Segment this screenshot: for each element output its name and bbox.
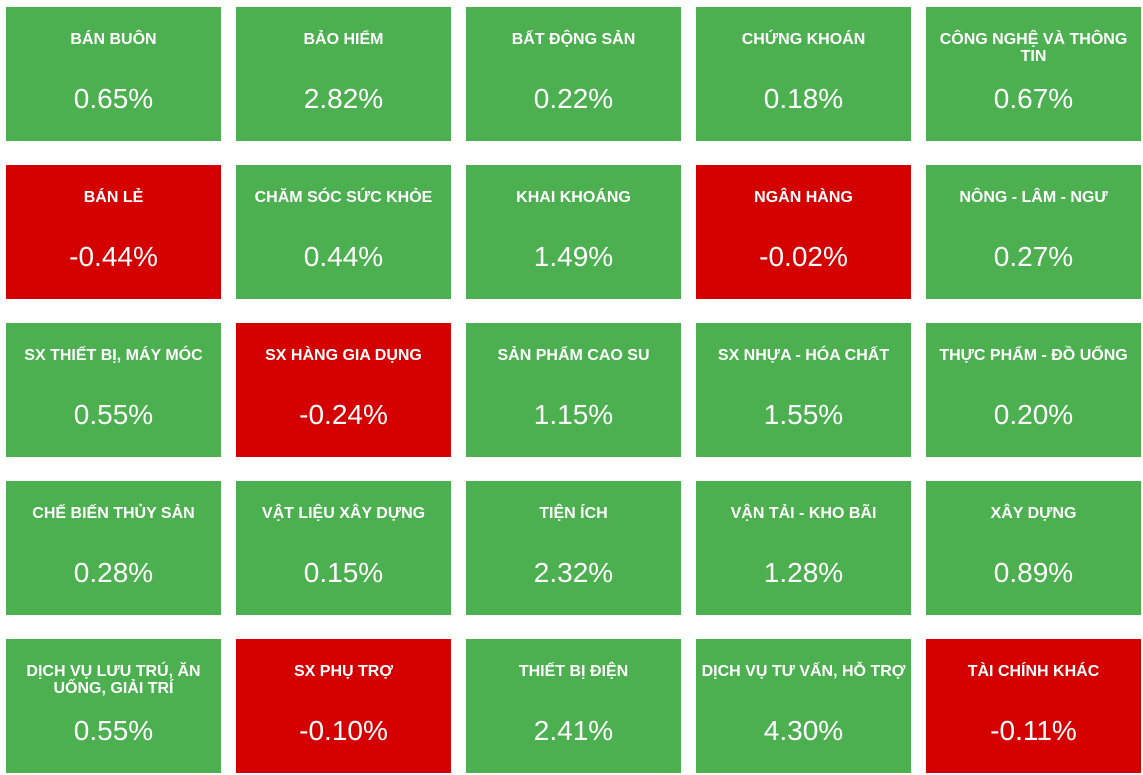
sector-change-value: -0.02% (759, 241, 848, 272)
sector-tile[interactable]: SX HÀNG GIA DỤNG -0.24% (236, 323, 451, 457)
sector-tile[interactable]: DỊCH VỤ LƯU TRÚ, ĂN UỐNG, GIẢI TRÍ 0.55% (6, 639, 221, 773)
sector-change-value: 2.32% (533, 557, 614, 588)
sector-tile[interactable]: DỊCH VỤ TƯ VẤN, HỖ TRỢ 4.30% (696, 639, 911, 773)
sector-tile[interactable]: THỰC PHẨM - ĐỒ UỐNG 0.20% (926, 323, 1141, 457)
sector-change-value: 0.55% (73, 399, 154, 430)
sector-tile[interactable]: CHẾ BIẾN THỦY SẢN 0.28% (6, 481, 221, 615)
sector-tile[interactable]: CÔNG NGHỆ VÀ THÔNG TIN 0.67% (926, 7, 1141, 141)
sector-change-value: 2.82% (303, 83, 384, 114)
sector-tile[interactable]: BÁN BUÔN 0.65% (6, 7, 221, 141)
sector-tile[interactable]: SẢN PHẨM CAO SU 1.15% (466, 323, 681, 457)
sector-tile[interactable]: BẢO HIỂM 2.82% (236, 7, 451, 141)
sector-tile[interactable]: CHỨNG KHOÁN 0.18% (696, 7, 911, 141)
sector-name: BẤT ĐỘNG SẢN (511, 31, 636, 48)
sector-name: TIỆN ÍCH (539, 505, 608, 522)
sector-tile[interactable]: VẬT LIỆU XÂY DỰNG 0.15% (236, 481, 451, 615)
sector-change-value: 0.15% (303, 557, 384, 588)
sector-name: SX HÀNG GIA DỤNG (265, 347, 422, 364)
sector-tile[interactable]: BÁN LẺ -0.44% (6, 165, 221, 299)
sector-change-value: 0.44% (303, 241, 384, 272)
sector-name: CHĂM SÓC SỨC KHỎE (254, 189, 433, 206)
sector-change-value: 1.15% (533, 399, 614, 430)
sector-change-value: 2.41% (533, 715, 614, 746)
sector-name: KHAI KHOÁNG (516, 189, 631, 206)
sector-name: SẢN PHẨM CAO SU (497, 347, 650, 364)
sector-change-value: 4.30% (763, 715, 844, 746)
sector-tile[interactable]: THIẾT BỊ ĐIỆN 2.41% (466, 639, 681, 773)
sector-tile[interactable]: SX PHỤ TRỢ -0.10% (236, 639, 451, 773)
sector-name: DỊCH VỤ TƯ VẤN, HỖ TRỢ (701, 663, 906, 680)
sector-name: XÂY DỰNG (990, 505, 1077, 522)
sector-tile[interactable]: NGÂN HÀNG -0.02% (696, 165, 911, 299)
sector-change-value: -0.24% (299, 399, 388, 430)
sector-name: TÀI CHÍNH KHÁC (967, 663, 1100, 680)
sector-tile[interactable]: SX NHỰA - HÓA CHẤT 1.55% (696, 323, 911, 457)
sector-change-value: 0.65% (73, 83, 154, 114)
sector-change-value: 0.55% (73, 715, 154, 746)
sector-name: THIẾT BỊ ĐIỆN (518, 663, 629, 680)
sector-name: DỊCH VỤ LƯU TRÚ, ĂN UỐNG, GIẢI TRÍ (26, 663, 201, 697)
sector-name: THỰC PHẨM - ĐỒ UỐNG (939, 347, 1128, 364)
sector-name: CHỨNG KHOÁN (741, 31, 866, 48)
sector-tile[interactable]: NÔNG - LÂM - NGƯ 0.27% (926, 165, 1141, 299)
sector-tile[interactable]: CHĂM SÓC SỨC KHỎE 0.44% (236, 165, 451, 299)
sector-name: SX PHỤ TRỢ (294, 663, 393, 680)
sector-name: SX NHỰA - HÓA CHẤT (717, 347, 890, 364)
sector-name: NÔNG - LÂM - NGƯ (959, 189, 1108, 206)
sector-name: CÔNG NGHỆ VÀ THÔNG TIN (939, 31, 1128, 65)
sector-change-value: 0.28% (73, 557, 154, 588)
sector-change-value: 0.67% (993, 83, 1074, 114)
sector-tile[interactable]: BẤT ĐỘNG SẢN 0.22% (466, 7, 681, 141)
sector-tile[interactable]: VẬN TẢI - KHO BÃI 1.28% (696, 481, 911, 615)
sector-name: SX THIẾT BỊ, MÁY MÓC (24, 347, 203, 364)
sector-change-value: -0.44% (69, 241, 158, 272)
sector-change-value: 1.49% (533, 241, 614, 272)
sector-tile[interactable]: TÀI CHÍNH KHÁC -0.11% (926, 639, 1141, 773)
sector-change-value: 0.89% (993, 557, 1074, 588)
sector-name: NGÂN HÀNG (754, 189, 853, 206)
sector-name: BÁN BUÔN (70, 31, 157, 48)
sector-change-value: 0.20% (993, 399, 1074, 430)
sector-change-value: -0.11% (990, 715, 1077, 746)
sector-name: BÁN LẺ (83, 189, 144, 206)
sector-tile[interactable]: SX THIẾT BỊ, MÁY MÓC 0.55% (6, 323, 221, 457)
sector-name: CHẾ BIẾN THỦY SẢN (32, 505, 195, 522)
sector-change-value: 1.55% (763, 399, 844, 430)
sector-name: BẢO HIỂM (303, 31, 384, 48)
sector-tile[interactable]: TIỆN ÍCH 2.32% (466, 481, 681, 615)
sector-name: VẬN TẢI - KHO BÃI (730, 505, 877, 522)
sector-change-value: 1.28% (763, 557, 844, 588)
sector-change-value: 0.22% (533, 83, 614, 114)
sector-name: VẬT LIỆU XÂY DỰNG (261, 505, 426, 522)
sector-tile[interactable]: XÂY DỰNG 0.89% (926, 481, 1141, 615)
sector-change-value: 0.27% (993, 241, 1074, 272)
sector-change-value: 0.18% (763, 83, 844, 114)
sector-tile[interactable]: KHAI KHOÁNG 1.49% (466, 165, 681, 299)
sector-change-value: -0.10% (299, 715, 388, 746)
